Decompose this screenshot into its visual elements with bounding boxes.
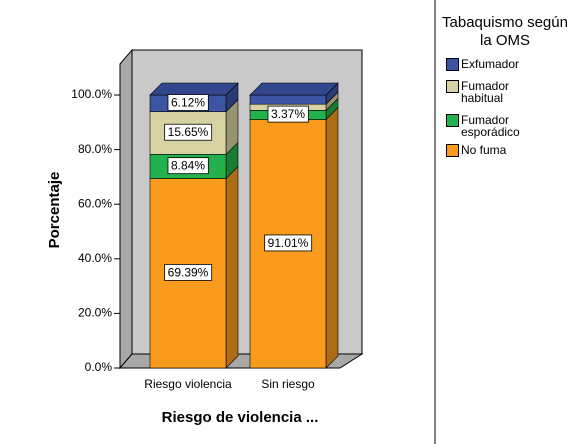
value-label-box	[264, 234, 313, 252]
y-tick-label: 80.0%	[78, 142, 112, 156]
y-tick-label: 40.0%	[78, 251, 112, 265]
legend-label: No fuma	[461, 143, 507, 157]
legend-swatch	[446, 114, 459, 127]
y-tick-label: 100.0%	[71, 87, 112, 101]
legend-label: Exfumador	[461, 57, 520, 71]
value-label: 91.01%	[268, 236, 309, 250]
value-label-box	[167, 94, 209, 111]
value-label-box	[164, 264, 213, 281]
x-tick-label: Sin riesgo	[261, 377, 315, 391]
y-tick-label: 60.0%	[78, 196, 112, 210]
legend-swatch	[446, 58, 459, 71]
value-label-box	[164, 123, 213, 141]
value-label-box	[167, 157, 209, 175]
value-label: 69.39%	[168, 265, 209, 279]
legend-swatch	[446, 80, 459, 93]
x-axis-title: Riesgo de violencia ...	[161, 409, 319, 426]
y-axis-title: Porcentaje	[46, 171, 63, 249]
value-label: 6.12%	[171, 96, 205, 110]
y-tick-label: 0.0%	[85, 360, 113, 374]
legend-title: Tabaquismo según la OMS	[442, 14, 568, 49]
bar-top	[249, 82, 339, 96]
value-label-box	[267, 105, 309, 123]
value-label: 8.84%	[171, 159, 205, 173]
legend-label: Fumador esporádico	[461, 113, 520, 139]
legend-label: Fumador habitual	[461, 79, 510, 105]
value-label: 3.37%	[271, 107, 305, 121]
value-label: 15.65%	[168, 125, 209, 139]
y-tick-label: 20.0%	[78, 306, 112, 320]
x-tick-label: Riesgo violencia	[144, 377, 232, 391]
legend-swatch	[446, 144, 459, 157]
